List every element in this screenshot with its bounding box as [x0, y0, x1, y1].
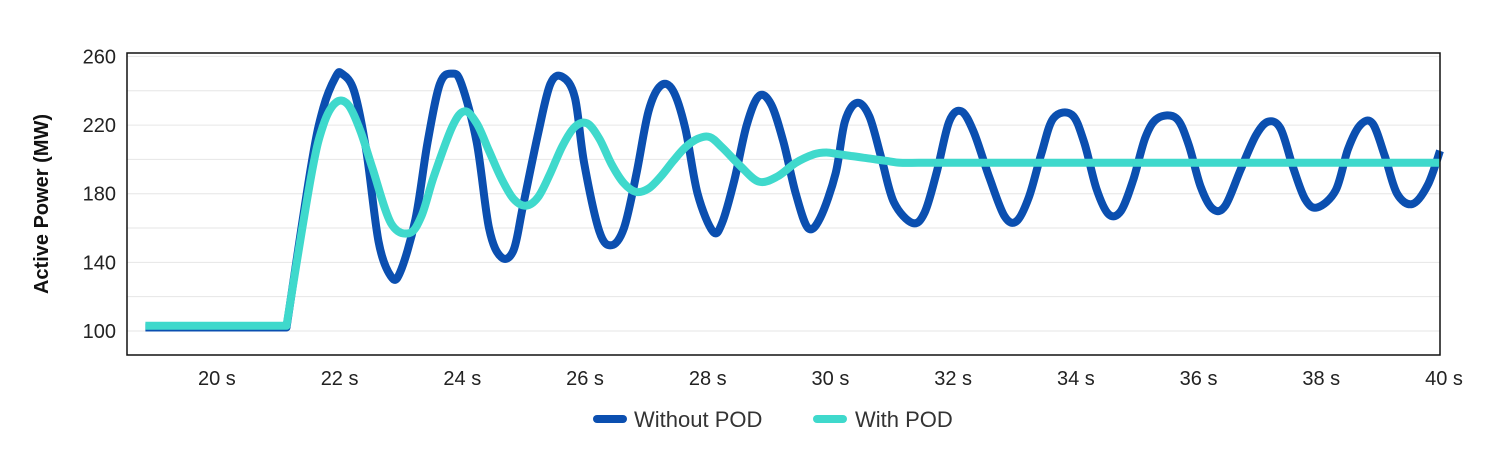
series-lines	[145, 68, 1444, 332]
y-tick-label: 180	[83, 184, 116, 206]
x-tick-label: 22 s	[321, 368, 359, 390]
plot-area-border	[126, 52, 1441, 356]
y-tick-label: 260	[83, 46, 116, 68]
gridlines	[127, 55, 1440, 332]
x-tick-label: 40 s	[1425, 368, 1463, 390]
legend: Without POD With POD	[593, 407, 953, 432]
y-tick-label: 100	[83, 321, 116, 343]
legend-label-without-pod: Without POD	[634, 407, 762, 432]
series-line-with-pod	[145, 96, 1440, 330]
x-tick-label: 38 s	[1302, 368, 1340, 390]
x-tick-label: 32 s	[934, 368, 972, 390]
x-tick-label: 28 s	[689, 368, 727, 390]
legend-label-with-pod: With POD	[855, 407, 953, 432]
x-tick-label: 20 s	[198, 368, 236, 390]
y-tick-label: 220	[83, 115, 116, 137]
legend-item-without-pod[interactable]: Without POD	[593, 407, 762, 432]
x-tick-label: 30 s	[812, 368, 850, 390]
x-tick-label: 26 s	[566, 368, 604, 390]
y-axis-ticks: 100 140 180 220 260	[83, 46, 116, 343]
series-line-without-pod	[145, 68, 1444, 332]
y-axis-label: Active Power (MW)	[31, 114, 53, 294]
x-tick-label: 24 s	[443, 368, 481, 390]
legend-item-with-pod[interactable]: With POD	[813, 407, 953, 432]
x-axis-ticks: 20 s 22 s 24 s 26 s 28 s 30 s 32 s 34 s 36 s 38 s…	[198, 368, 1463, 390]
y-tick-label: 140	[83, 252, 116, 274]
x-tick-label: 36 s	[1180, 368, 1218, 390]
x-tick-label: 34 s	[1057, 368, 1095, 390]
